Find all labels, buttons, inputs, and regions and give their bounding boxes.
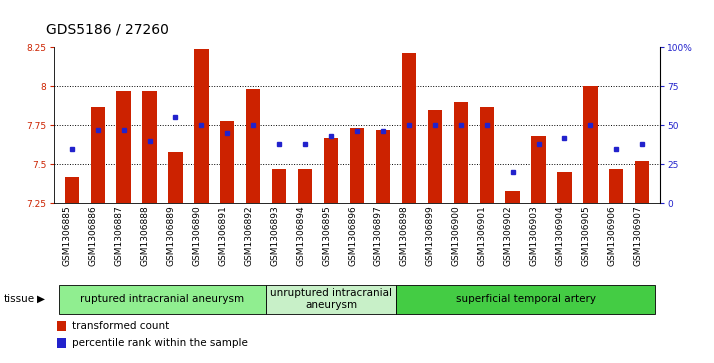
Bar: [531, 136, 545, 203]
Bar: [583, 86, 598, 203]
Bar: [91, 106, 105, 203]
Bar: [169, 152, 183, 203]
Text: GSM1306896: GSM1306896: [348, 205, 357, 266]
Bar: [194, 49, 208, 203]
Bar: [402, 53, 416, 203]
Text: GSM1306899: GSM1306899: [426, 205, 435, 266]
Bar: [506, 191, 520, 203]
Text: GSM1306895: GSM1306895: [322, 205, 331, 266]
Text: GSM1306887: GSM1306887: [114, 205, 124, 266]
Text: GSM1306900: GSM1306900: [452, 205, 461, 266]
Bar: [64, 177, 79, 203]
FancyBboxPatch shape: [396, 285, 655, 314]
Text: transformed count: transformed count: [71, 321, 169, 331]
Text: GSM1306901: GSM1306901: [478, 205, 487, 266]
Text: GSM1306893: GSM1306893: [270, 205, 279, 266]
Bar: [246, 89, 261, 203]
FancyBboxPatch shape: [59, 285, 266, 314]
Bar: [453, 102, 468, 203]
Text: GSM1306886: GSM1306886: [89, 205, 98, 266]
Bar: [272, 169, 286, 203]
Text: ▶: ▶: [37, 294, 45, 304]
Bar: [635, 161, 650, 203]
Text: GSM1306889: GSM1306889: [166, 205, 176, 266]
FancyBboxPatch shape: [266, 285, 396, 314]
Text: GSM1306890: GSM1306890: [192, 205, 201, 266]
Text: GDS5186 / 27260: GDS5186 / 27260: [46, 22, 169, 36]
Text: GSM1306885: GSM1306885: [63, 205, 71, 266]
Bar: [142, 91, 156, 203]
Text: unruptured intracranial
aneurysm: unruptured intracranial aneurysm: [270, 288, 392, 310]
Bar: [56, 338, 66, 348]
Text: GSM1306907: GSM1306907: [633, 205, 643, 266]
Bar: [350, 129, 364, 203]
Bar: [56, 321, 66, 331]
Text: tissue: tissue: [4, 294, 35, 304]
Bar: [376, 130, 390, 203]
Text: GSM1306905: GSM1306905: [581, 205, 590, 266]
Bar: [220, 121, 234, 203]
Text: GSM1306888: GSM1306888: [141, 205, 149, 266]
Text: superficial temporal artery: superficial temporal artery: [456, 294, 595, 304]
Bar: [324, 138, 338, 203]
Text: GSM1306892: GSM1306892: [244, 205, 253, 265]
Bar: [298, 169, 312, 203]
Bar: [428, 110, 442, 203]
Text: GSM1306904: GSM1306904: [555, 205, 565, 265]
Bar: [116, 91, 131, 203]
Text: GSM1306897: GSM1306897: [374, 205, 383, 266]
Bar: [558, 172, 572, 203]
Text: GSM1306903: GSM1306903: [530, 205, 538, 266]
Bar: [609, 169, 623, 203]
Text: ruptured intracranial aneurysm: ruptured intracranial aneurysm: [81, 294, 244, 304]
Text: GSM1306898: GSM1306898: [400, 205, 409, 266]
Text: GSM1306894: GSM1306894: [296, 205, 305, 265]
Bar: [480, 106, 494, 203]
Text: GSM1306891: GSM1306891: [218, 205, 227, 266]
Text: GSM1306906: GSM1306906: [608, 205, 616, 266]
Text: GSM1306902: GSM1306902: [503, 205, 513, 265]
Text: percentile rank within the sample: percentile rank within the sample: [71, 338, 248, 348]
